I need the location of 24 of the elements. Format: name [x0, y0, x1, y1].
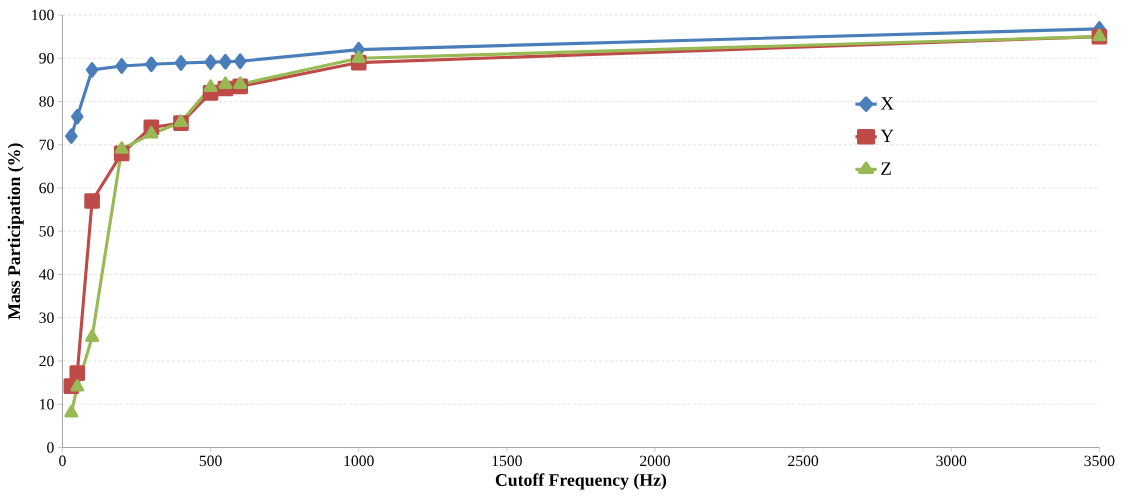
y-tick-label: 10: [40, 398, 54, 410]
legend-label: Y: [880, 129, 894, 142]
y-tick-label: 40: [39, 269, 54, 280]
legend-label: Z: [881, 162, 891, 175]
y-axis-title: Mass Participation (%): [7, 143, 24, 320]
x-tick-label: 500: [199, 455, 222, 467]
x-tick-label: 1500: [492, 455, 522, 467]
y-tick-label: 90: [39, 52, 54, 64]
y-tick-label: 80: [39, 96, 54, 107]
y-tick-label: 100: [32, 9, 54, 21]
x-tick-label: 2000: [640, 455, 671, 467]
y-tick-label: 60: [39, 182, 54, 194]
legend-label: X: [880, 97, 894, 110]
y-tick-label: 30: [39, 312, 54, 323]
x-tick-label: 3500: [1084, 455, 1115, 467]
y-tick-label: 50: [39, 225, 54, 237]
y-tick-label: 20: [39, 355, 54, 367]
x-tick-label: 3000: [936, 455, 967, 467]
x-tick-label: 1000: [344, 455, 374, 467]
x-axis-title: Cutoff Frequency (Hz): [495, 473, 667, 490]
y-tick-label: 0: [47, 442, 54, 453]
x-tick-label: 0: [59, 455, 66, 467]
y-tick-label: 70: [39, 139, 54, 150]
x-tick-label: 2500: [788, 455, 819, 467]
